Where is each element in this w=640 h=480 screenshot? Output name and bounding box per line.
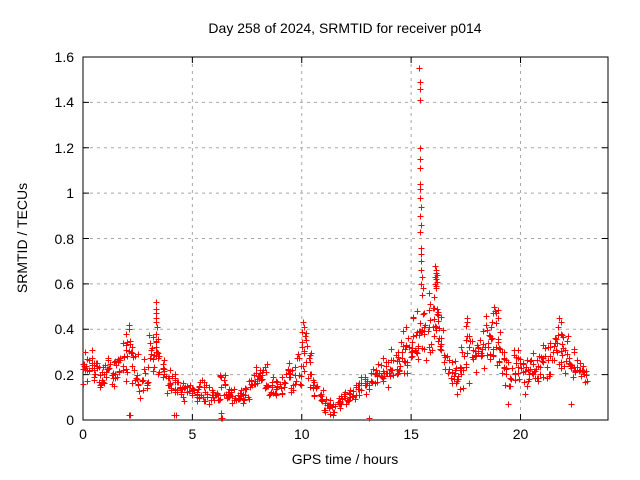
- y-tick-label: 1: [66, 185, 74, 202]
- x-tick-label: 0: [79, 426, 87, 442]
- x-tick-label: 5: [188, 426, 197, 442]
- grid-lines: [83, 56, 608, 420]
- data-points: [80, 65, 591, 422]
- x-tick-label: 20: [512, 426, 529, 442]
- x-axis-label: GPS time / hours: [291, 451, 399, 467]
- plot-border: [82, 56, 609, 421]
- y-tick-label: 1.2: [54, 139, 74, 156]
- y-tick-label: 0.2: [54, 366, 74, 383]
- y-tick-label: 1.6: [54, 49, 74, 65]
- chart-title: Day 258 of 2024, SRMTID for receiver p01…: [208, 20, 482, 36]
- y-tick-label: 0.4: [54, 321, 74, 338]
- x-tick-label: 10: [293, 426, 310, 442]
- y-tick-label: 0.8: [54, 230, 74, 247]
- y-tick-label: 0.6: [54, 275, 74, 292]
- y-tick-label: 0: [66, 412, 74, 428]
- x-tick-label: 15: [403, 426, 419, 442]
- y-tick-label: 1.4: [54, 94, 74, 111]
